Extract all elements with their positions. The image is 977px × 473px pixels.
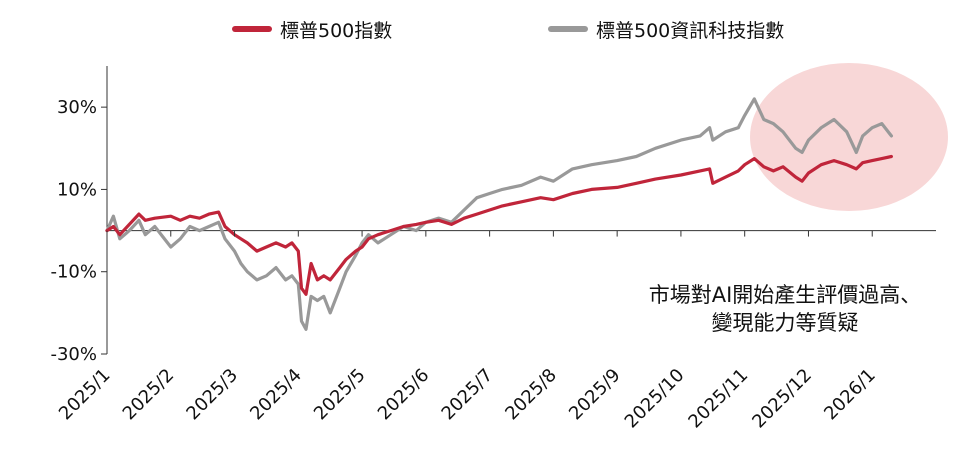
legend-item-sp500: 標普500指數 (232, 14, 392, 44)
series-line-it (105, 97, 894, 331)
x-tick-label: 2025/9 (565, 365, 625, 425)
legend-swatch-sp500 (232, 26, 272, 32)
x-tick-label: 2025/8 (501, 365, 561, 425)
series-line-sp500 (105, 154, 894, 296)
legend-item-it: 標普500資訊科技指數 (548, 14, 784, 44)
series-layer (105, 97, 894, 331)
chart-annotation: 市場對AI開始產生評價過高、 變現能力等質疑 (600, 281, 970, 337)
chart-axes (106, 66, 936, 354)
legend-swatch-it (548, 26, 588, 32)
x-tick-label: 2025/12 (748, 365, 816, 433)
legend-label-it: 標普500資訊科技指數 (596, 19, 785, 42)
x-tick-label: 2025/10 (621, 365, 689, 433)
annotation-line-1: 市場對AI開始產生評價過高、 (648, 283, 922, 307)
x-tick-label: 2025/3 (182, 365, 242, 425)
x-tick-label: 2025/7 (438, 365, 498, 425)
y-tick-label: 10% (57, 179, 97, 200)
legend: 標普500指數 標普500資訊科技指數 (0, 14, 977, 44)
y-tick-label: -30% (50, 344, 97, 365)
x-tick-label: 2025/6 (374, 365, 434, 425)
x-tick-label: 2025/11 (685, 365, 753, 433)
x-tick-label: 2025/5 (310, 365, 370, 425)
legend-label-sp500: 標普500指數 (280, 19, 393, 42)
x-tick-label: 2025/2 (119, 365, 179, 425)
x-tick-label: 2025/4 (246, 365, 306, 425)
y-ticks: 30% 10% -10% -30% (50, 97, 107, 365)
annotation-line-2: 變現能力等質疑 (711, 311, 859, 335)
x-tick-label: 2025/1 (55, 365, 115, 425)
x-tick-label: 2026/1 (820, 365, 880, 425)
y-tick-label: 30% (57, 97, 97, 118)
y-tick-label: -10% (50, 262, 97, 283)
